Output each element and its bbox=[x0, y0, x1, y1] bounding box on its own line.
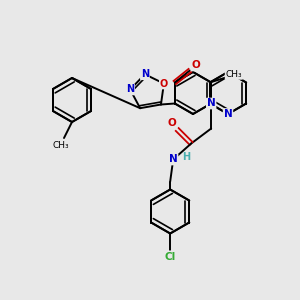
Text: O: O bbox=[160, 79, 168, 88]
Text: O: O bbox=[191, 61, 200, 70]
Text: N: N bbox=[207, 98, 216, 109]
Text: Cl: Cl bbox=[165, 251, 176, 262]
Text: N: N bbox=[141, 69, 149, 79]
Text: CH₃: CH₃ bbox=[53, 140, 69, 149]
Text: N: N bbox=[126, 85, 134, 94]
Text: H: H bbox=[182, 152, 190, 163]
Text: O: O bbox=[168, 118, 177, 128]
Text: CH₃: CH₃ bbox=[226, 70, 242, 79]
Text: N: N bbox=[224, 109, 232, 119]
Text: N: N bbox=[169, 154, 178, 164]
